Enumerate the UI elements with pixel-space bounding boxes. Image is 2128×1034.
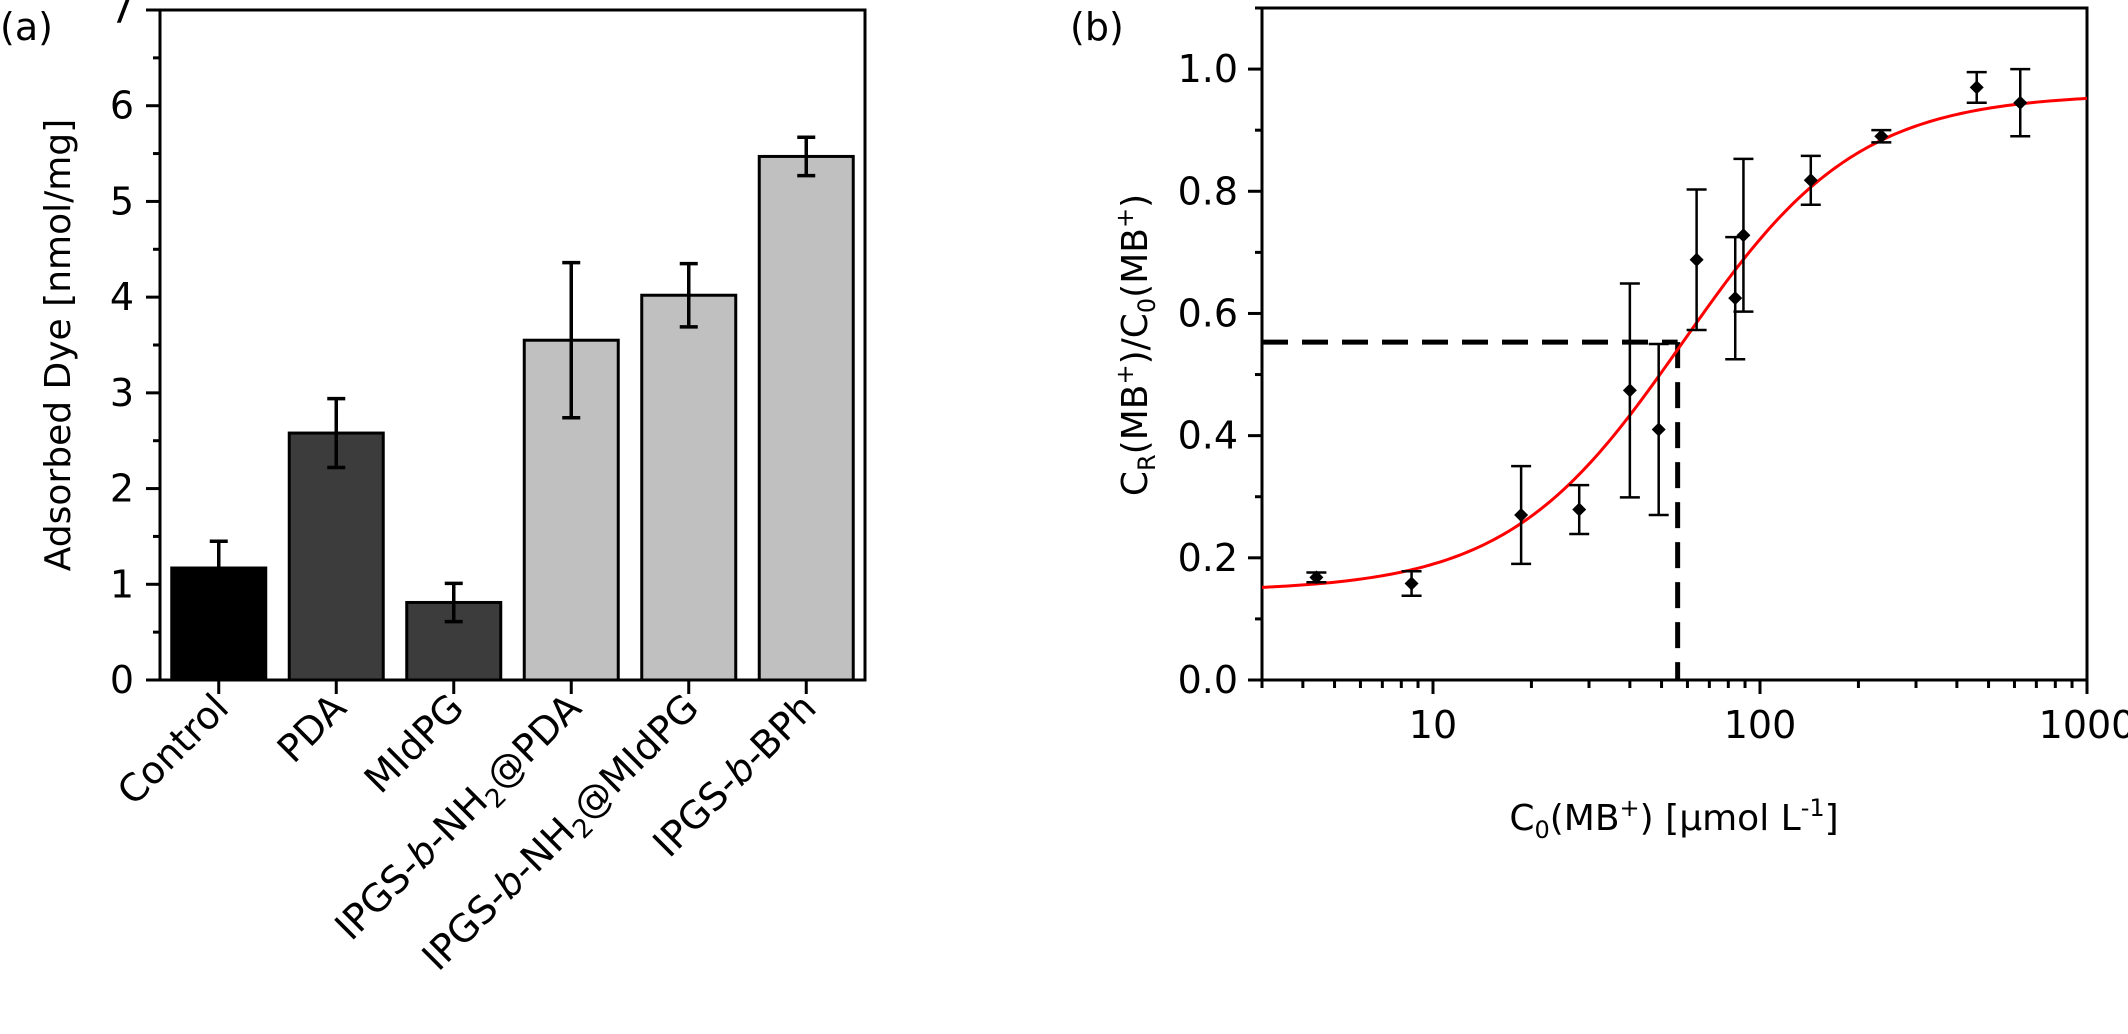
panel-b-data-point xyxy=(1651,422,1666,437)
panel-a-label: (a) xyxy=(0,5,53,49)
panel-b-x-tick-label: 1000 xyxy=(2039,703,2128,747)
panel-a-y-ticks: 0 1 2 3 4 5 6 7 xyxy=(110,0,160,702)
panel-a-y-tick-label: 2 xyxy=(110,467,134,511)
panel-b-y-tick-label: 0.2 xyxy=(1178,536,1238,580)
panel-b-data-point xyxy=(1689,252,1704,267)
panel-b-data-point xyxy=(1736,228,1751,243)
panel-a-y-tick-label: 5 xyxy=(110,179,134,223)
panel-b-data-point xyxy=(1309,570,1324,585)
panel-b-y-tick-label: 0.8 xyxy=(1178,169,1238,213)
panel-b-y-axis-label: CR(MB+)/C0(MB+) xyxy=(1111,194,1161,496)
panel-a-category-labels: Control PDA MIdPGIPGS-b-NH2@PDAIPGS-b-NH2@… xyxy=(109,680,825,979)
panel-a-bar xyxy=(757,154,855,682)
panel-b-y-tick-label: 0.0 xyxy=(1178,658,1238,702)
panel-b-data-point xyxy=(1874,129,1889,144)
panel-a-y-tick-label: 4 xyxy=(110,275,134,319)
panel-b-y-ticks: 0.0 0.2 0.4 0.6 0.8 1.0 xyxy=(1178,6,1262,702)
panel-a-bar xyxy=(287,431,385,682)
panel-a-bar xyxy=(640,293,738,682)
panel-a-category-label: MIdPG xyxy=(356,685,472,801)
panel-b-data-point xyxy=(1404,576,1419,591)
panel-a-y-tick-label: 0 xyxy=(110,658,134,702)
panel-a-bars xyxy=(170,154,855,682)
panel-b-x-tick-label: 10 xyxy=(1409,703,1457,747)
panel-b-x-ticks: 10 100 1000 xyxy=(1260,680,2128,747)
panel-b-data-point xyxy=(1622,383,1637,398)
panel-a-y-axis-label: Adsorbed Dye [nmol/mg] xyxy=(38,119,79,571)
panel-b-data-point xyxy=(1803,173,1818,188)
panel-a-y-tick-label: 6 xyxy=(110,84,134,128)
panel-a: (a) 0 1 2 3 4 5 6 7 Adsorbed Dye [nmol/mg] Cont… xyxy=(0,0,867,979)
panel-b: (b) 0.0 0.2 0.4 0.6 0.8 1.0 10 100 1000 CR(MB+)… xyxy=(1070,5,2128,844)
panel-b-data-points xyxy=(1306,67,2031,597)
panel-a-y-tick-label: 7 xyxy=(110,0,134,32)
panel-b-label: (b) xyxy=(1070,5,1124,49)
panel-b-y-tick-label: 0.4 xyxy=(1178,414,1238,458)
panel-b-data-point xyxy=(1728,291,1743,306)
panel-a-error-bars xyxy=(209,135,816,624)
panel-b-data-point xyxy=(1572,502,1587,517)
panel-a-y-tick-label: 3 xyxy=(110,371,134,415)
panel-a-category-label: Control xyxy=(109,685,237,813)
panel-b-y-tick-label: 1.0 xyxy=(1178,47,1238,91)
panel-b-y-tick-label: 0.6 xyxy=(1178,291,1238,335)
panel-b-x-axis-label: C0(MB+) [μmol L-1] xyxy=(1509,794,1838,844)
panel-b-guide-lines xyxy=(1262,339,1681,680)
panel-a-category-label: PDA xyxy=(269,685,355,771)
panel-b-fit-curve xyxy=(1261,96,2088,589)
panel-b-data-point xyxy=(1514,508,1529,523)
panel-a-y-tick-label: 1 xyxy=(110,562,134,606)
panel-b-data-point xyxy=(1969,80,1984,95)
panel-b-data-point xyxy=(2013,95,2028,110)
panel-b-x-tick-label: 100 xyxy=(1724,703,1797,747)
